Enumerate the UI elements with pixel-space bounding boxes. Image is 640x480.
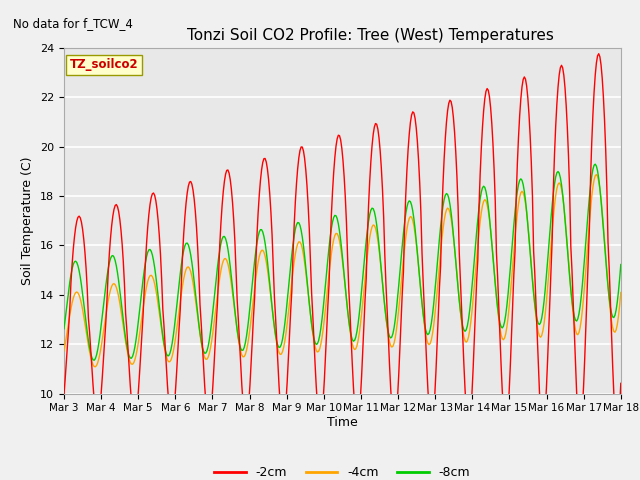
Legend: -2cm, -4cm, -8cm: -2cm, -4cm, -8cm [209,461,476,480]
Title: Tonzi Soil CO2 Profile: Tree (West) Temperatures: Tonzi Soil CO2 Profile: Tree (West) Temp… [187,28,554,43]
Text: No data for f_TCW_4: No data for f_TCW_4 [13,17,132,30]
Text: TZ_soilco2: TZ_soilco2 [70,59,138,72]
X-axis label: Time: Time [327,416,358,429]
Y-axis label: Soil Temperature (C): Soil Temperature (C) [22,156,35,285]
